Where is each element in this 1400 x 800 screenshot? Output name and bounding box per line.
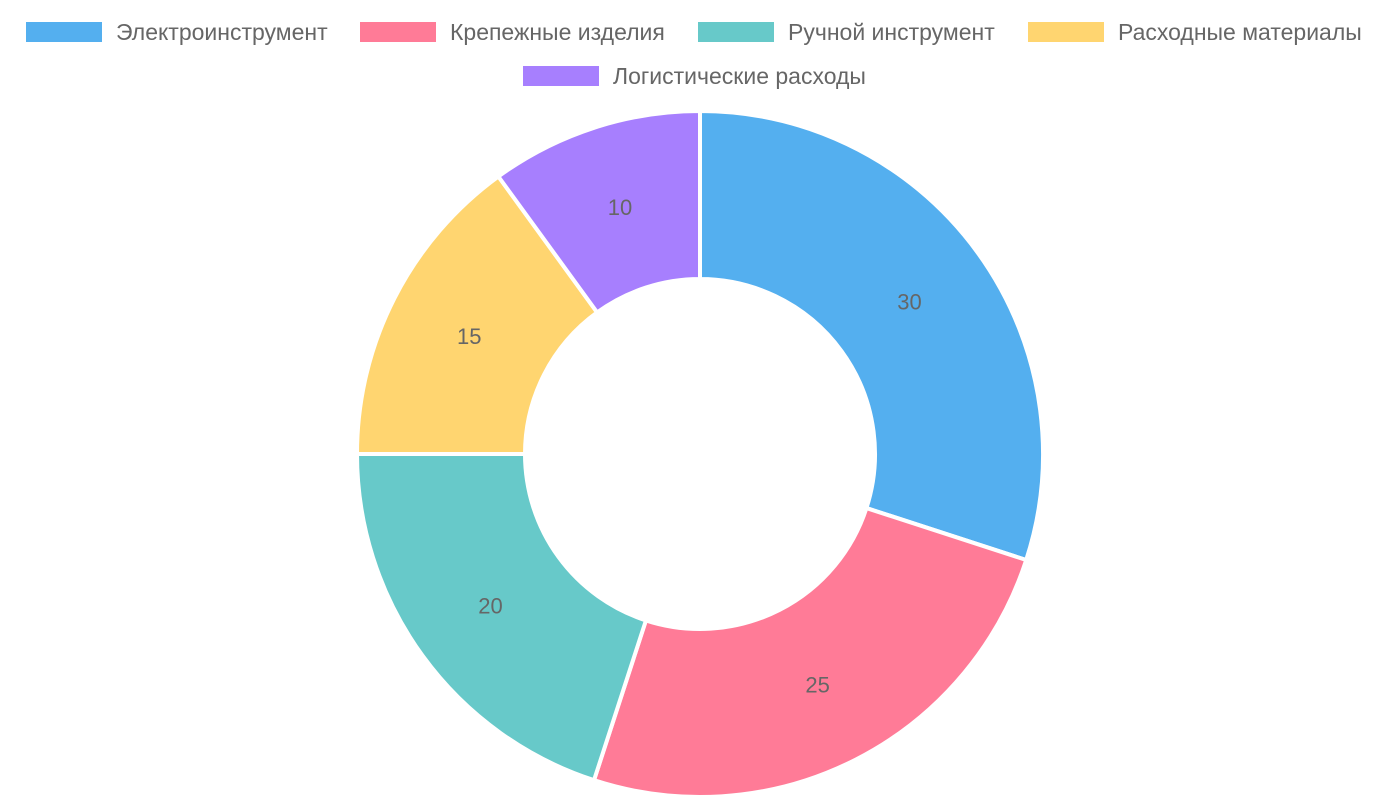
legend-item[interactable]: Расходные материалы — [1028, 19, 1362, 45]
legend-swatch — [1028, 22, 1104, 42]
slice[interactable] — [698, 109, 1045, 562]
legend-swatch — [523, 66, 599, 86]
slice[interactable] — [496, 109, 702, 315]
slice-value-label: 25 — [805, 672, 829, 697]
legend-item[interactable]: Электроинструмент — [26, 19, 328, 45]
legend-swatch — [360, 22, 436, 42]
slice[interactable] — [592, 506, 1029, 799]
legend: Электроинструмент Крепежные изделия Ручной… — [26, 19, 1362, 89]
legend-label: Электроинструмент — [116, 19, 328, 45]
legend-label: Расходные материалы — [1118, 19, 1362, 45]
slice-value-label: 30 — [897, 289, 921, 314]
legend-item[interactable]: Крепежные изделия — [360, 19, 665, 45]
slice-value-label: 15 — [457, 324, 481, 349]
slices — [355, 109, 1045, 799]
legend-item[interactable]: Логистические расходы — [523, 63, 866, 89]
slice[interactable] — [355, 174, 600, 456]
legend-item[interactable]: Ручной инструмент — [698, 19, 995, 45]
legend-swatch — [26, 22, 102, 42]
slice-value-label: 10 — [608, 195, 632, 220]
slice-labels: 30 25 20 15 10 — [457, 195, 922, 697]
legend-label: Ручной инструмент — [788, 19, 995, 45]
slice[interactable] — [355, 452, 648, 783]
slice-value-label: 20 — [478, 594, 502, 619]
legend-swatch — [698, 22, 774, 42]
legend-label: Крепежные изделия — [450, 19, 665, 45]
legend-label: Логистические расходы — [613, 63, 866, 89]
